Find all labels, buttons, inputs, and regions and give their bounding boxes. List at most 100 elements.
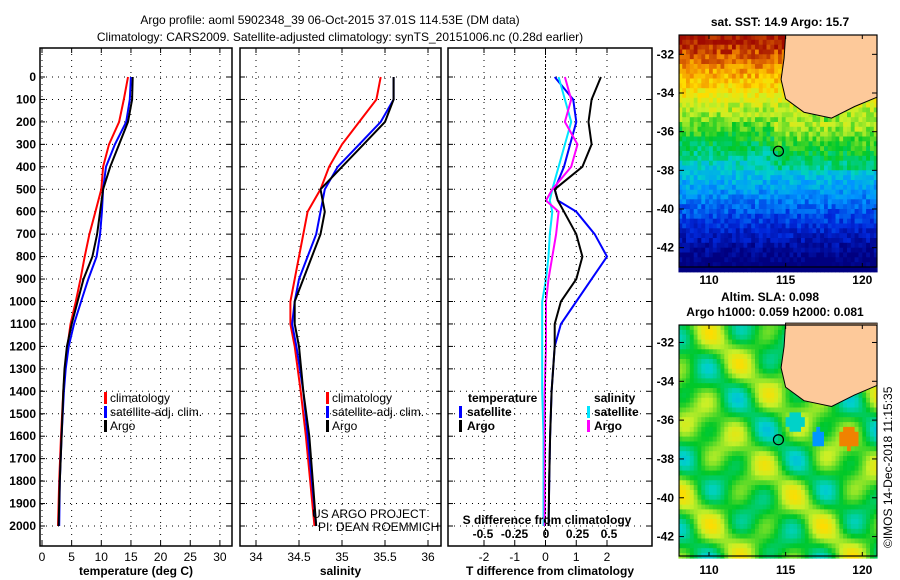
map-cell [678,344,683,350]
map-cell [793,252,798,258]
map-cell [816,151,821,157]
map-cell [858,204,863,210]
map-cell [789,247,794,254]
map-cell [678,368,683,375]
map-cell [678,97,683,104]
map-cell [781,35,787,41]
map-cell [701,262,706,268]
map-cell [797,151,802,157]
map-cell [854,155,859,162]
map-cell [697,117,702,123]
map-cell [839,117,844,123]
map-cell [709,339,714,346]
map-cell [789,465,794,472]
map-cell [873,204,879,210]
map-cell [701,267,706,273]
map-cell [766,126,771,133]
map-cell [781,252,787,258]
map-cell [693,78,699,84]
map-cell [735,422,741,428]
map-cell [701,329,706,336]
map-cell [835,465,840,472]
map-cell [812,213,817,220]
map-cell [812,199,817,205]
map-cell [739,359,745,365]
map-cell [716,35,722,41]
map-cell [728,155,733,162]
map-cell [712,141,718,147]
map-cell [873,262,879,268]
map-cell [709,78,714,84]
map-cell [793,262,798,268]
map-cell [854,247,859,254]
map-cell [774,407,779,413]
map-cell [770,339,775,346]
map-cell [735,223,741,229]
map-cell [755,39,760,46]
map-cell [762,397,768,404]
map-cell [755,184,760,191]
map-cell [774,392,779,399]
map-cell [735,242,741,249]
map-cell [774,93,779,99]
map-cell [854,417,859,423]
map-cell [682,378,687,384]
map-cell [808,480,813,486]
map-cell [709,68,714,75]
map-cell [808,238,813,244]
map-cell [732,180,737,186]
map-cell [785,175,790,181]
map-cell [854,490,859,496]
map-cell [850,223,856,229]
map-cell [705,359,710,365]
map-cell [778,363,783,370]
map-cell [701,54,706,60]
map-cell [778,344,783,350]
map-cell [697,180,702,186]
map-cell [812,228,817,234]
map-cell [735,490,741,496]
map-cell [870,514,875,520]
map-cell [870,441,875,447]
map-cell [808,465,813,472]
map-cell [827,499,833,506]
map-cell [824,213,829,220]
map-cell [843,233,848,239]
map-cell [804,213,810,220]
map-cell [693,499,699,506]
map-cell [701,189,706,196]
map-cell [758,194,764,200]
map-cell [812,456,817,462]
map-cell [720,39,725,46]
map-cell [873,107,879,113]
map-cell [682,388,687,394]
map-cell [701,378,706,384]
map-cell [812,209,817,215]
map-cell [678,514,683,520]
map-cell [716,267,722,273]
map-cell [686,165,691,171]
map-cell [689,262,695,268]
map-cell [743,504,748,511]
map-cell [712,155,718,162]
map-cell [697,460,702,467]
map-cell [751,155,756,162]
map-cell [820,117,825,123]
map-cell [774,359,779,365]
map-cell [701,470,706,477]
map-cell [682,344,687,350]
map-cell [766,136,771,142]
map-cell [793,426,798,433]
map-cell [682,426,687,433]
map-cell [785,107,790,113]
s-tick-label: 0 [543,527,550,541]
map-cell [762,39,768,46]
map-cell [854,407,859,413]
map-cell [720,228,725,234]
map-cell [812,252,817,258]
map-cell [870,504,875,511]
map-cell [701,242,706,249]
map-cell [705,112,710,118]
map-cell [770,160,775,167]
map-cell [827,122,833,128]
